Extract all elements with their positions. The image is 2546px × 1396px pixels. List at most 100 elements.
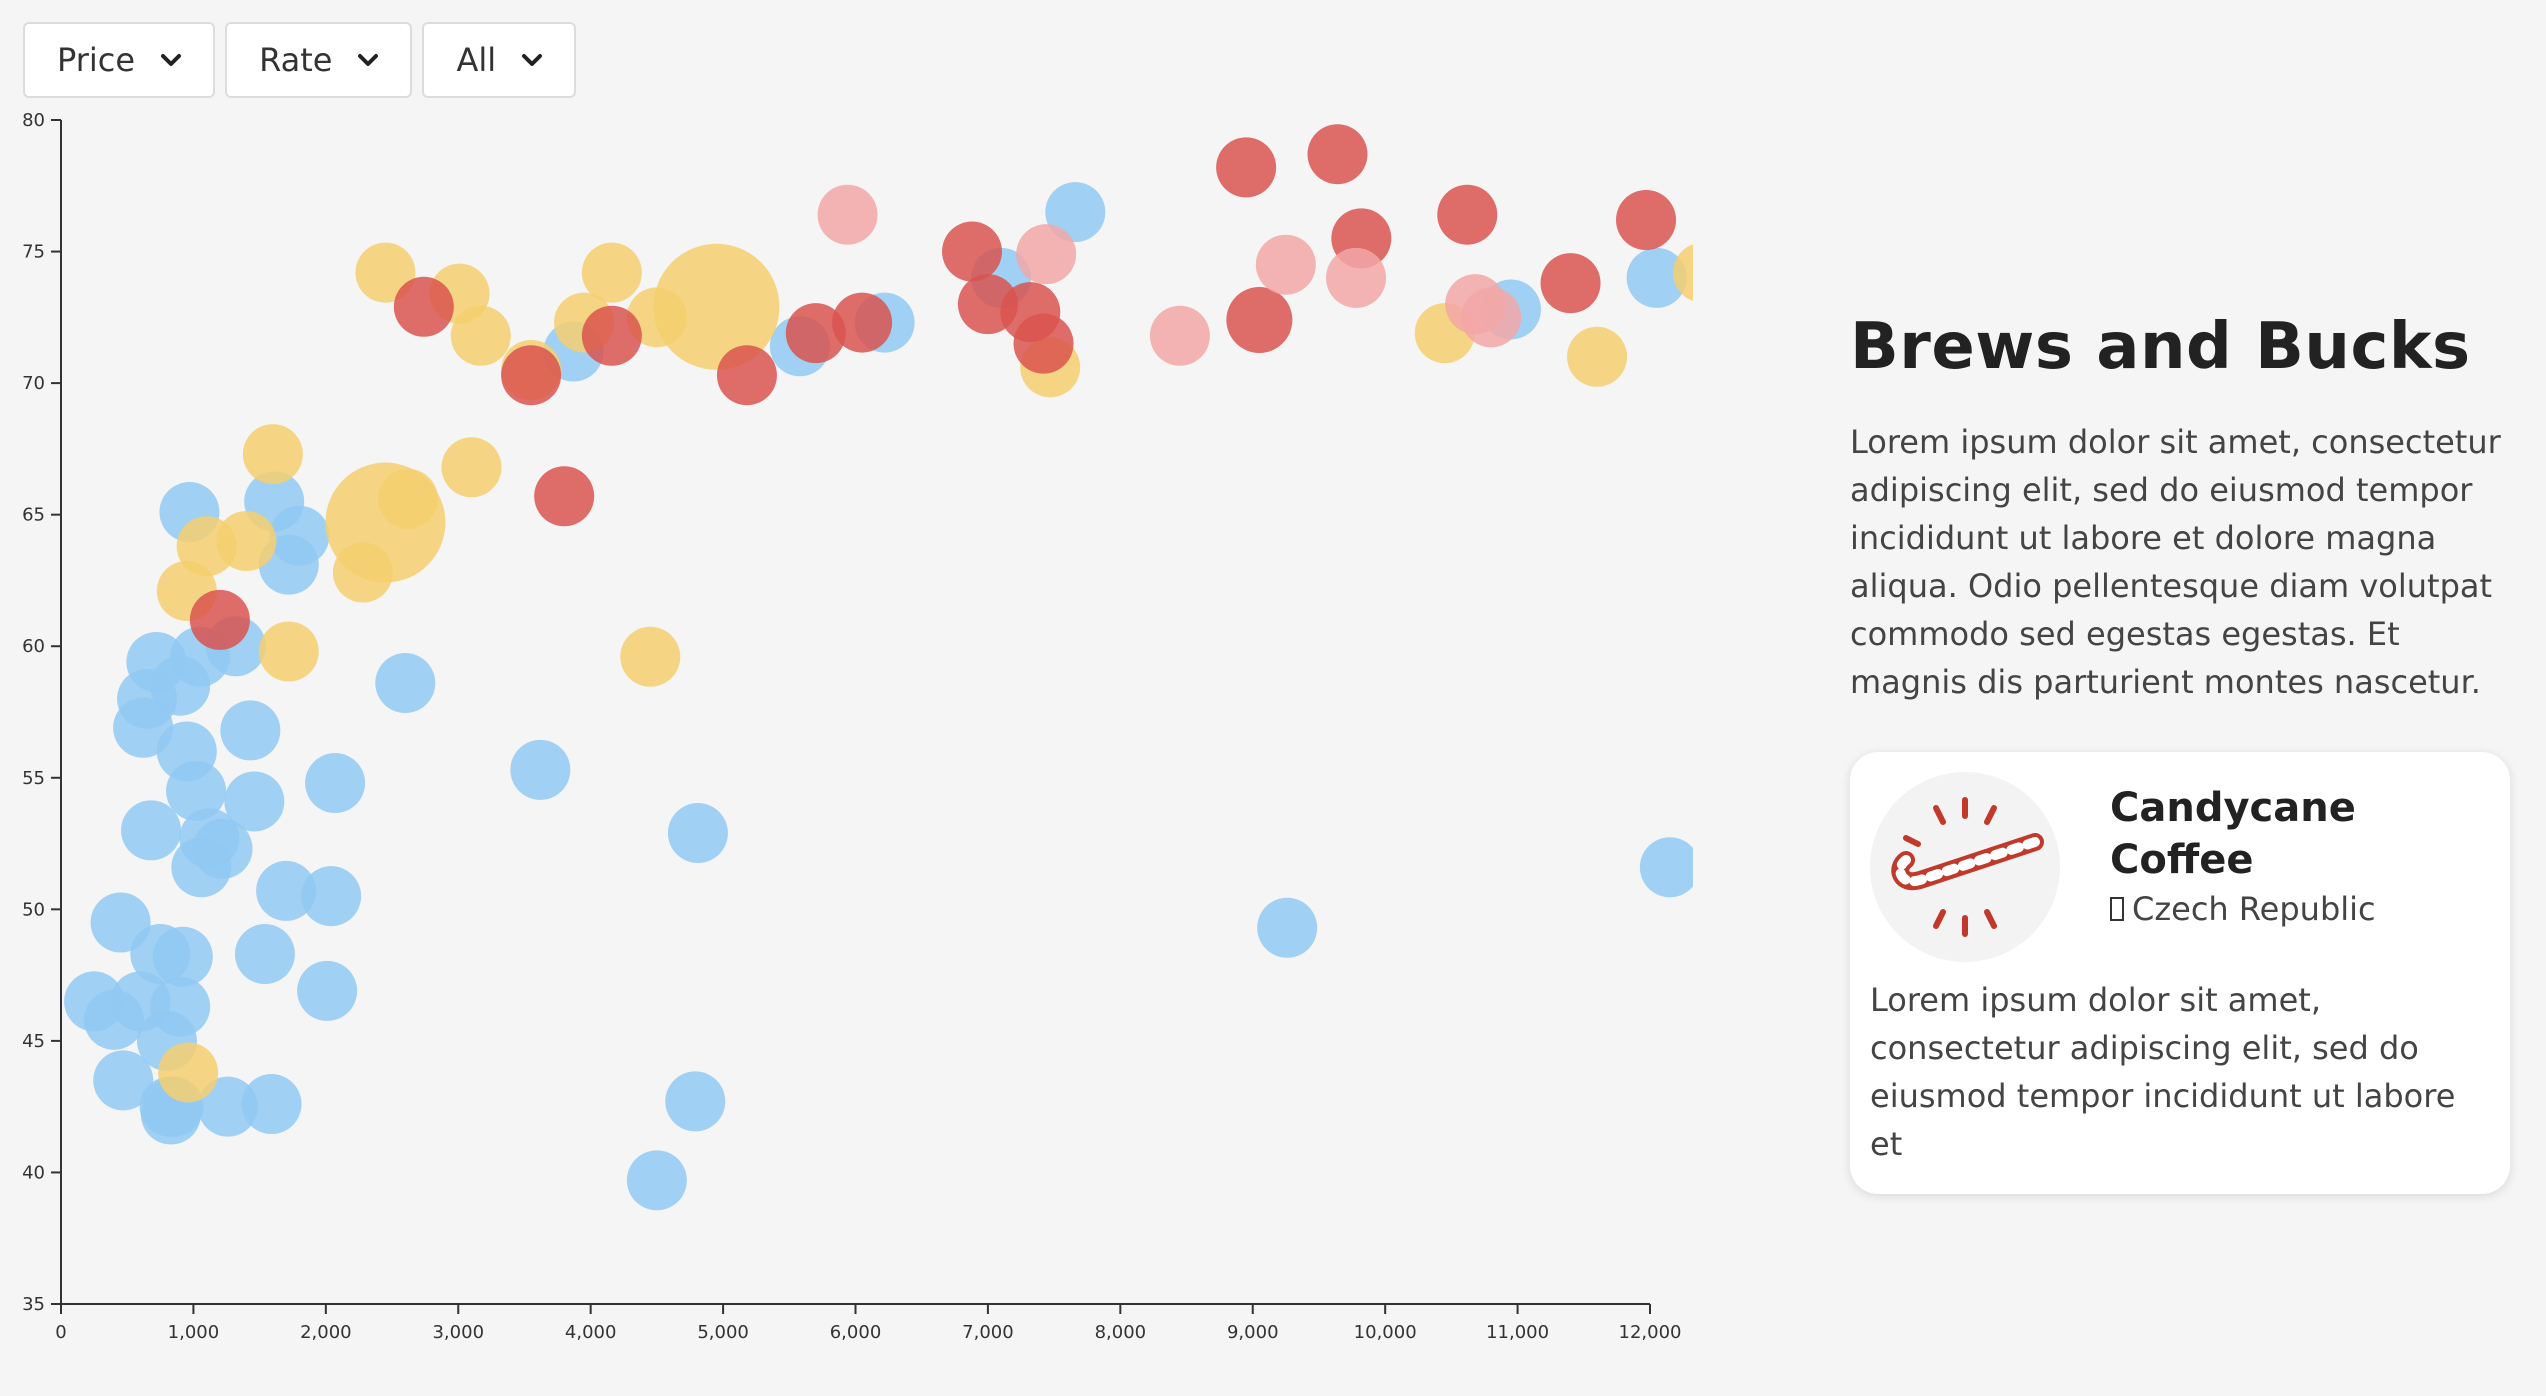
data-point-blue[interactable] bbox=[375, 653, 436, 714]
data-point-red[interactable] bbox=[1616, 189, 1677, 250]
rate-select[interactable]: Rate bbox=[225, 22, 413, 98]
data-point-yellow[interactable] bbox=[158, 1042, 219, 1103]
data-point-blue[interactable] bbox=[197, 1076, 258, 1137]
detail-card: Candycane Coffee Czech Republic Lorem ip… bbox=[1850, 752, 2510, 1194]
data-point-blue[interactable] bbox=[1639, 837, 1700, 898]
intro-text: Lorem ipsum dolor sit amet, consectetur … bbox=[1850, 423, 2501, 701]
data-point-red[interactable] bbox=[1226, 286, 1293, 353]
chevron-down-icon bbox=[161, 54, 182, 66]
data-point-blue[interactable] bbox=[297, 960, 358, 1021]
data-point-yellow[interactable] bbox=[620, 626, 681, 687]
x-tick-label: 6,000 bbox=[830, 1322, 882, 1343]
x-tick-label: 1,000 bbox=[168, 1322, 220, 1343]
data-point-red[interactable] bbox=[1540, 253, 1601, 314]
x-tick-label: 10,000 bbox=[1354, 1322, 1417, 1343]
data-point-yellow[interactable] bbox=[258, 621, 319, 682]
data-point-red[interactable] bbox=[1013, 313, 1074, 374]
data-point-yellow[interactable] bbox=[242, 424, 303, 485]
data-point-red[interactable] bbox=[534, 466, 595, 527]
data-point-yellow[interactable] bbox=[355, 242, 416, 303]
region-select-label: All bbox=[456, 41, 497, 79]
data-point-pink[interactable] bbox=[1149, 305, 1210, 366]
sidebar: Brews and Bucks Lorem ipsum dolor sit am… bbox=[1850, 310, 2530, 1194]
data-point-yellow[interactable] bbox=[581, 242, 642, 303]
data-point-yellow[interactable] bbox=[441, 437, 502, 498]
data-point-blue[interactable] bbox=[301, 866, 362, 927]
y-tick-label: 60 bbox=[22, 636, 45, 657]
x-tick-label: 12,000 bbox=[1619, 1322, 1682, 1343]
chevron-down-icon bbox=[358, 54, 379, 66]
data-point-blue[interactable] bbox=[1045, 182, 1106, 243]
data-point-pink[interactable] bbox=[1016, 224, 1077, 285]
x-tick-label: 8,000 bbox=[1095, 1322, 1147, 1343]
card-country-label: Czech Republic bbox=[2132, 890, 2376, 928]
data-point-pink[interactable] bbox=[817, 184, 878, 245]
y-tick-label: 65 bbox=[22, 505, 45, 526]
data-point-blue[interactable] bbox=[626, 1150, 687, 1211]
data-point-pink[interactable] bbox=[1255, 234, 1316, 295]
y-tick-label: 40 bbox=[22, 1162, 45, 1183]
candy-cane-icon bbox=[1870, 772, 2060, 962]
data-point-yellow[interactable] bbox=[216, 510, 277, 571]
y-tick-label: 45 bbox=[22, 1031, 45, 1052]
data-point-blue[interactable] bbox=[150, 976, 211, 1037]
chevron-down-icon bbox=[522, 54, 543, 66]
data-point-yellow[interactable] bbox=[653, 243, 780, 370]
data-point-blue[interactable] bbox=[224, 771, 285, 832]
data-point-pink[interactable] bbox=[1461, 287, 1522, 348]
y-tick-label: 50 bbox=[22, 899, 45, 920]
data-point-red[interactable] bbox=[942, 221, 1003, 282]
data-point-blue[interactable] bbox=[1626, 247, 1687, 308]
region-select[interactable]: All bbox=[422, 22, 577, 98]
data-point-blue[interactable] bbox=[665, 1071, 726, 1132]
data-point-pink[interactable] bbox=[1326, 247, 1387, 308]
data-point-blue[interactable] bbox=[192, 818, 253, 879]
data-point-blue[interactable] bbox=[305, 753, 366, 814]
data-point-blue[interactable] bbox=[256, 860, 317, 921]
data-point-blue[interactable] bbox=[166, 760, 227, 821]
data-point-red[interactable] bbox=[189, 589, 250, 650]
data-point-red[interactable] bbox=[1437, 184, 1498, 245]
bubble-layer bbox=[64, 124, 1700, 1211]
bubble-chart: 0 1,000 2,000 3,000 4,000 5,000 6,000 7,000 8,00… bbox=[22, 110, 1700, 1343]
price-select[interactable]: Price bbox=[23, 22, 216, 98]
price-select-label: Price bbox=[57, 41, 136, 79]
axes: 0 1,000 2,000 3,000 4,000 5,000 6,000 7,000 8,00… bbox=[22, 110, 1681, 1343]
data-point-blue[interactable] bbox=[241, 1074, 302, 1135]
data-point-yellow[interactable] bbox=[1672, 243, 1700, 303]
page-title: Brews and Bucks bbox=[1850, 310, 2471, 384]
data-point-red[interactable] bbox=[581, 305, 642, 366]
data-point-red[interactable] bbox=[716, 345, 777, 406]
rate-select-label: Rate bbox=[259, 41, 333, 79]
data-point-red[interactable] bbox=[393, 276, 454, 337]
data-point-blue[interactable] bbox=[220, 700, 281, 761]
card-country: Czech Republic bbox=[2110, 890, 2376, 928]
data-point-yellow[interactable] bbox=[377, 468, 438, 529]
data-point-red[interactable] bbox=[1307, 124, 1368, 185]
data-point-blue[interactable] bbox=[93, 1050, 154, 1111]
x-tick-label: 3,000 bbox=[432, 1322, 484, 1343]
data-point-blue[interactable] bbox=[269, 505, 330, 566]
x-tick-label: 5,000 bbox=[697, 1322, 749, 1343]
data-point-blue[interactable] bbox=[152, 926, 213, 987]
data-point-red[interactable] bbox=[832, 292, 893, 353]
card-description: Lorem ipsum dolor sit amet, consectetur … bbox=[1870, 981, 2456, 1163]
x-tick-label: 0 bbox=[55, 1322, 66, 1343]
y-tick-label: 80 bbox=[22, 110, 45, 131]
data-point-red[interactable] bbox=[1216, 137, 1277, 198]
y-tick-label: 55 bbox=[22, 768, 45, 789]
filter-controls: Price Rate All bbox=[23, 22, 577, 98]
data-point-blue[interactable] bbox=[667, 803, 728, 864]
card-title: Candycane Coffee bbox=[2110, 785, 2356, 883]
card-header: Candycane Coffee Czech Republic bbox=[1870, 772, 2490, 962]
data-point-red[interactable] bbox=[785, 303, 846, 364]
data-point-yellow[interactable] bbox=[1567, 326, 1628, 387]
x-tick-label: 4,000 bbox=[565, 1322, 617, 1343]
data-point-yellow[interactable] bbox=[450, 305, 511, 366]
x-tick-label: 2,000 bbox=[300, 1322, 352, 1343]
data-point-red[interactable] bbox=[501, 345, 562, 406]
data-point-blue[interactable] bbox=[121, 800, 182, 861]
data-point-blue[interactable] bbox=[234, 924, 295, 985]
data-point-blue[interactable] bbox=[1257, 897, 1318, 958]
data-point-blue[interactable] bbox=[510, 739, 571, 800]
